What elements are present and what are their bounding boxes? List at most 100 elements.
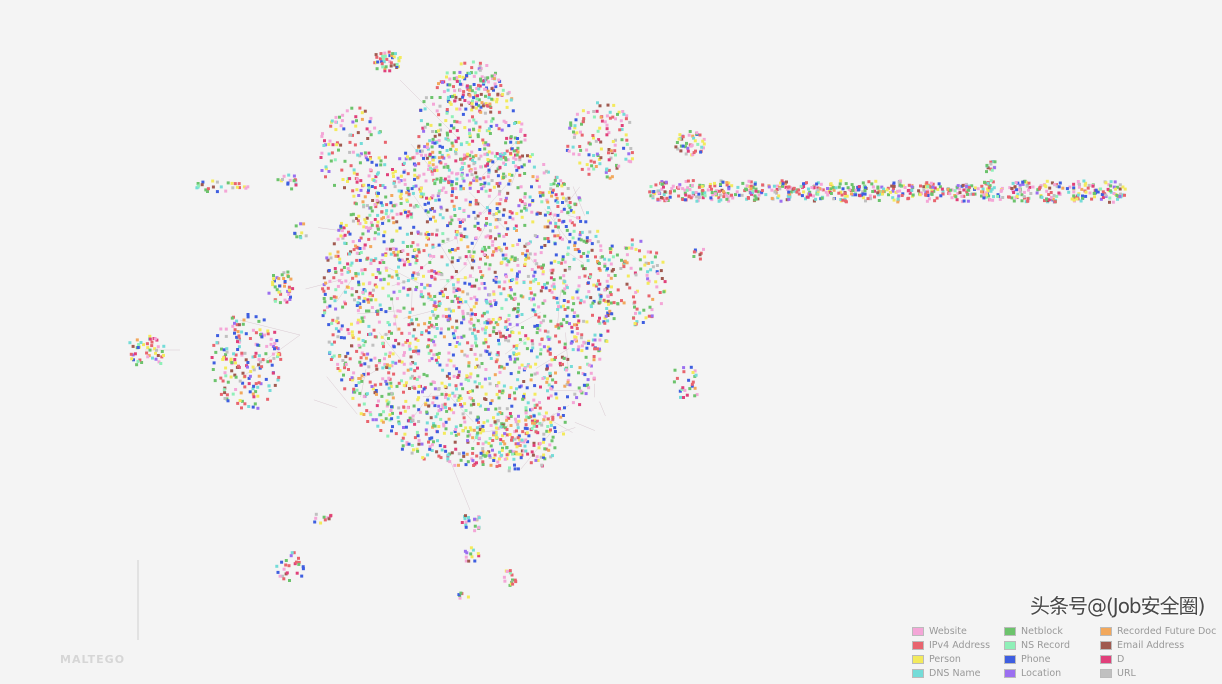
graph-node[interactable] bbox=[472, 305, 476, 309]
graph-node[interactable] bbox=[372, 259, 376, 263]
graph-node[interactable] bbox=[162, 344, 166, 348]
graph-node[interactable] bbox=[618, 128, 622, 132]
graph-node[interactable] bbox=[462, 179, 466, 183]
graph-node[interactable] bbox=[554, 225, 558, 229]
graph-node[interactable] bbox=[1068, 185, 1072, 189]
graph-node[interactable] bbox=[488, 132, 492, 135]
graph-node[interactable] bbox=[489, 401, 493, 405]
graph-node[interactable] bbox=[159, 362, 163, 365]
graph-node[interactable] bbox=[447, 168, 451, 172]
graph-node[interactable] bbox=[619, 267, 623, 270]
graph-node[interactable] bbox=[486, 143, 490, 147]
graph-node[interactable] bbox=[429, 217, 432, 221]
graph-node[interactable] bbox=[404, 210, 407, 214]
graph-node[interactable] bbox=[320, 169, 324, 172]
graph-node[interactable] bbox=[512, 450, 516, 454]
graph-node[interactable] bbox=[472, 162, 476, 166]
graph-node[interactable] bbox=[427, 331, 431, 335]
graph-node[interactable] bbox=[398, 289, 402, 293]
graph-node[interactable] bbox=[448, 77, 452, 81]
graph-node[interactable] bbox=[646, 281, 650, 285]
graph-node[interactable] bbox=[610, 244, 614, 248]
graph-node[interactable] bbox=[324, 175, 327, 179]
graph-node[interactable] bbox=[248, 390, 252, 394]
graph-node[interactable] bbox=[596, 129, 600, 133]
graph-node[interactable] bbox=[1057, 191, 1061, 195]
graph-node[interactable] bbox=[925, 190, 929, 194]
graph-node[interactable] bbox=[359, 142, 363, 145]
graph-node[interactable] bbox=[399, 212, 403, 216]
graph-node[interactable] bbox=[301, 567, 305, 571]
graph-node[interactable] bbox=[338, 261, 342, 265]
graph-node[interactable] bbox=[481, 327, 484, 331]
graph-node[interactable] bbox=[486, 175, 490, 179]
graph-node[interactable] bbox=[358, 360, 362, 364]
graph-node[interactable] bbox=[360, 379, 364, 383]
graph-node[interactable] bbox=[479, 92, 483, 96]
graph-node[interactable] bbox=[568, 322, 571, 326]
graph-node[interactable] bbox=[919, 184, 922, 188]
graph-node[interactable] bbox=[565, 286, 569, 290]
graph-node[interactable] bbox=[1094, 188, 1098, 192]
graph-node[interactable] bbox=[224, 334, 228, 338]
graph-node[interactable] bbox=[570, 325, 574, 329]
graph-node[interactable] bbox=[435, 352, 439, 356]
graph-node[interactable] bbox=[505, 407, 509, 411]
graph-node[interactable] bbox=[511, 109, 515, 113]
graph-node[interactable] bbox=[1108, 196, 1112, 200]
graph-node[interactable] bbox=[251, 328, 255, 332]
graph-node[interactable] bbox=[494, 247, 498, 251]
graph-node[interactable] bbox=[485, 221, 489, 225]
graph-node[interactable] bbox=[136, 346, 140, 349]
graph-node[interactable] bbox=[684, 193, 688, 197]
graph-node[interactable] bbox=[150, 340, 154, 344]
graph-node[interactable] bbox=[548, 374, 552, 378]
graph-node[interactable] bbox=[1053, 200, 1057, 204]
graph-node[interactable] bbox=[646, 277, 650, 281]
graph-node[interactable] bbox=[459, 382, 463, 386]
graph-node[interactable] bbox=[433, 209, 437, 213]
graph-node[interactable] bbox=[566, 246, 570, 250]
graph-node[interactable] bbox=[373, 203, 377, 206]
graph-node[interactable] bbox=[330, 355, 334, 359]
graph-node[interactable] bbox=[349, 213, 353, 217]
graph-node[interactable] bbox=[355, 217, 359, 220]
graph-node[interactable] bbox=[468, 390, 472, 393]
graph-node[interactable] bbox=[426, 283, 430, 287]
graph-node[interactable] bbox=[498, 406, 502, 410]
graph-node[interactable] bbox=[983, 181, 987, 184]
graph-node[interactable] bbox=[488, 209, 492, 213]
graph-node[interactable] bbox=[608, 110, 612, 114]
graph-node[interactable] bbox=[450, 325, 454, 329]
graph-node[interactable] bbox=[518, 173, 522, 177]
graph-node[interactable] bbox=[698, 133, 702, 137]
graph-node[interactable] bbox=[501, 92, 505, 96]
graph-node[interactable] bbox=[433, 424, 437, 428]
graph-node[interactable] bbox=[371, 288, 375, 292]
graph-node[interactable] bbox=[416, 434, 420, 438]
graph-node[interactable] bbox=[516, 422, 520, 426]
graph-node[interactable] bbox=[498, 450, 501, 454]
graph-node[interactable] bbox=[950, 196, 954, 200]
graph-node[interactable] bbox=[337, 279, 341, 283]
graph-node[interactable] bbox=[691, 153, 695, 157]
graph-node[interactable] bbox=[486, 162, 490, 166]
graph-node[interactable] bbox=[584, 392, 588, 396]
graph-node[interactable] bbox=[447, 417, 451, 421]
graph-node[interactable] bbox=[442, 165, 446, 169]
graph-node[interactable] bbox=[515, 281, 519, 285]
graph-node[interactable] bbox=[567, 204, 571, 208]
graph-node[interactable] bbox=[1107, 183, 1111, 187]
graph-node[interactable] bbox=[276, 178, 280, 182]
graph-node[interactable] bbox=[195, 186, 199, 190]
graph-node[interactable] bbox=[341, 113, 345, 117]
graph-node[interactable] bbox=[360, 111, 364, 115]
graph-node[interactable] bbox=[488, 382, 492, 386]
graph-node[interactable] bbox=[437, 300, 441, 304]
graph-node[interactable] bbox=[504, 141, 508, 145]
graph-node[interactable] bbox=[745, 197, 749, 201]
graph-node[interactable] bbox=[695, 195, 699, 199]
graph-node[interactable] bbox=[517, 166, 521, 170]
graph-node[interactable] bbox=[662, 193, 666, 197]
graph-node[interactable] bbox=[713, 192, 717, 196]
